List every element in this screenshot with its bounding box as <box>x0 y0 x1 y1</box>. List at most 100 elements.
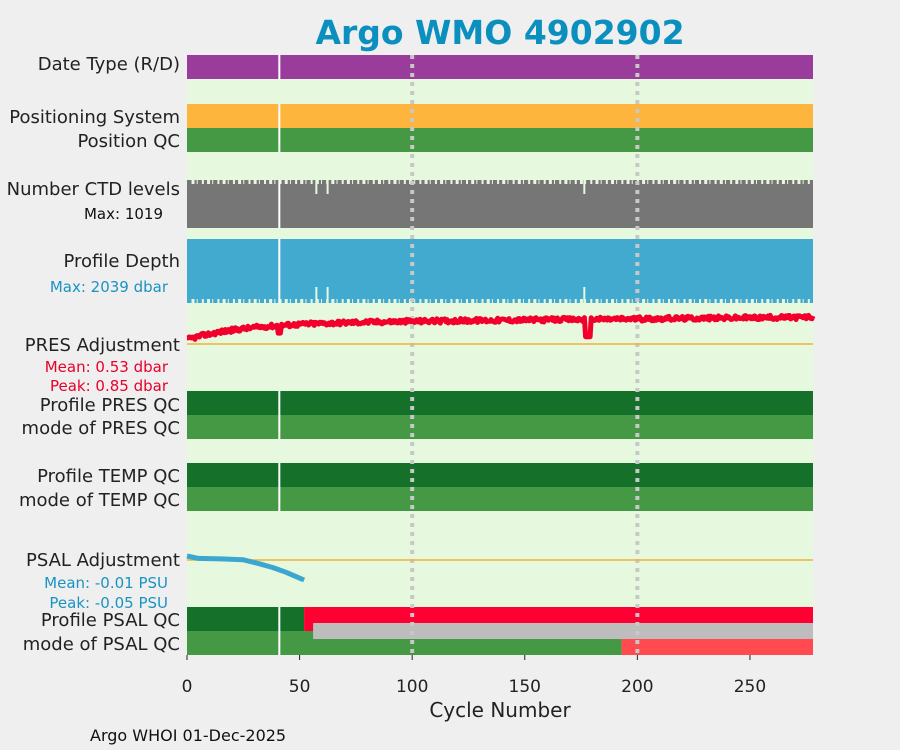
depth-notch <box>652 299 655 303</box>
depth-notch <box>341 299 344 303</box>
ctd-notch <box>579 180 583 184</box>
depth-notch <box>522 299 524 303</box>
ctd-notch <box>248 180 251 184</box>
ctd-notch <box>548 180 552 184</box>
ctd-notch <box>595 180 599 184</box>
ctd-notch <box>605 180 608 184</box>
grid-layer <box>410 55 640 655</box>
depth-notch <box>771 299 773 303</box>
pres-adjustment-mean: Mean: 0.53 dbar <box>45 358 169 376</box>
ctd-notch <box>269 180 273 184</box>
x-tick-label-50: 50 <box>289 677 311 697</box>
ctd-notch <box>616 180 618 184</box>
depth-notch <box>657 299 661 303</box>
depth-notch <box>331 299 335 303</box>
ctd-notch <box>667 180 670 184</box>
bar-psal-qc-missing <box>313 623 813 639</box>
depth-notch <box>424 299 428 303</box>
depth-notch <box>781 299 785 303</box>
label-mode-pres-qc: mode of PRES QC <box>22 418 180 439</box>
ctd-gap-2 <box>583 180 586 194</box>
ctd-notch <box>735 180 739 184</box>
ctd-notch <box>310 180 313 184</box>
ctd-notch <box>766 180 770 184</box>
ctd-notch <box>336 180 338 184</box>
ctd-notch <box>471 180 475 184</box>
depth-notch <box>357 299 360 303</box>
ctd-notch <box>357 180 360 184</box>
depth-notch <box>667 299 670 303</box>
ctd-notch <box>460 180 462 184</box>
bar-profile-depth <box>187 239 813 303</box>
depth-notch <box>776 299 779 303</box>
depth-notch <box>574 299 577 303</box>
depth-notch <box>403 299 406 303</box>
depth-notch <box>429 299 431 303</box>
depth-notch <box>201 299 204 303</box>
ctd-notch <box>274 180 276 184</box>
depth-notch <box>538 299 540 303</box>
depth-notch <box>346 299 350 303</box>
gap-date-type <box>278 55 281 79</box>
ctd-notch <box>621 180 624 184</box>
x-tick-label-250: 250 <box>734 677 766 697</box>
gap-temp-qc <box>278 463 281 511</box>
depth-notch <box>207 299 211 303</box>
depth-notch <box>683 299 686 303</box>
depth-notch <box>491 299 493 303</box>
depth-notch <box>455 299 459 303</box>
ctd-notch <box>781 180 785 184</box>
depth-notch <box>243 299 245 303</box>
ctd-notch <box>807 180 810 184</box>
ctd-notch <box>497 180 500 184</box>
bar-positioning-system <box>187 104 813 128</box>
ctd-notch <box>709 180 711 184</box>
ctd-notch <box>631 180 633 184</box>
ctd-notch <box>227 180 229 184</box>
depth-notch <box>486 299 490 303</box>
ctd-notch <box>253 180 257 184</box>
ctd-notch <box>756 180 758 184</box>
depth-notch <box>310 299 313 303</box>
ctd-notch <box>538 180 540 184</box>
depth-notch <box>196 299 198 303</box>
depth-notch <box>688 299 692 303</box>
ctd-notch <box>642 180 646 184</box>
depth-notch <box>662 299 664 303</box>
bar-profile-temp-qc <box>187 463 813 487</box>
depth-notch <box>284 299 288 303</box>
depth-notch <box>626 299 630 303</box>
label-pres-adjustment: PRES Adjustment <box>25 335 180 356</box>
x-tick-label-100: 100 <box>396 677 428 697</box>
ctd-notch <box>543 180 546 184</box>
bar-date-type <box>187 55 813 79</box>
pres-adjustment-line <box>185 312 816 342</box>
depth-notch <box>232 299 235 303</box>
depth-notch <box>807 299 810 303</box>
ctd-notch <box>243 180 245 184</box>
ctd-notch <box>414 180 416 184</box>
depth-notch <box>564 299 568 303</box>
gap-depth <box>278 239 281 303</box>
depth-notch <box>761 299 764 303</box>
ctd-notch <box>507 180 509 184</box>
label-profile-pres-qc: Profile PRES QC <box>40 395 180 416</box>
ctd-notch <box>383 180 385 184</box>
depth-notch <box>289 299 291 303</box>
depth-notch <box>745 299 748 303</box>
depth-notch <box>631 299 633 303</box>
depth-notch <box>476 299 478 303</box>
ctd-notch <box>372 180 375 184</box>
depth-notch <box>393 299 397 303</box>
label-ctd-levels: Number CTD levels <box>7 179 180 200</box>
ctd-notch <box>403 180 406 184</box>
depth-notch <box>787 299 789 303</box>
ctd-notch <box>476 180 478 184</box>
ctd-notch <box>750 180 754 184</box>
depth-notch <box>595 299 599 303</box>
depth-notch <box>367 299 369 303</box>
ctd-notch <box>424 180 428 184</box>
ctd-notch <box>352 180 354 184</box>
ctd-notch <box>626 180 630 184</box>
